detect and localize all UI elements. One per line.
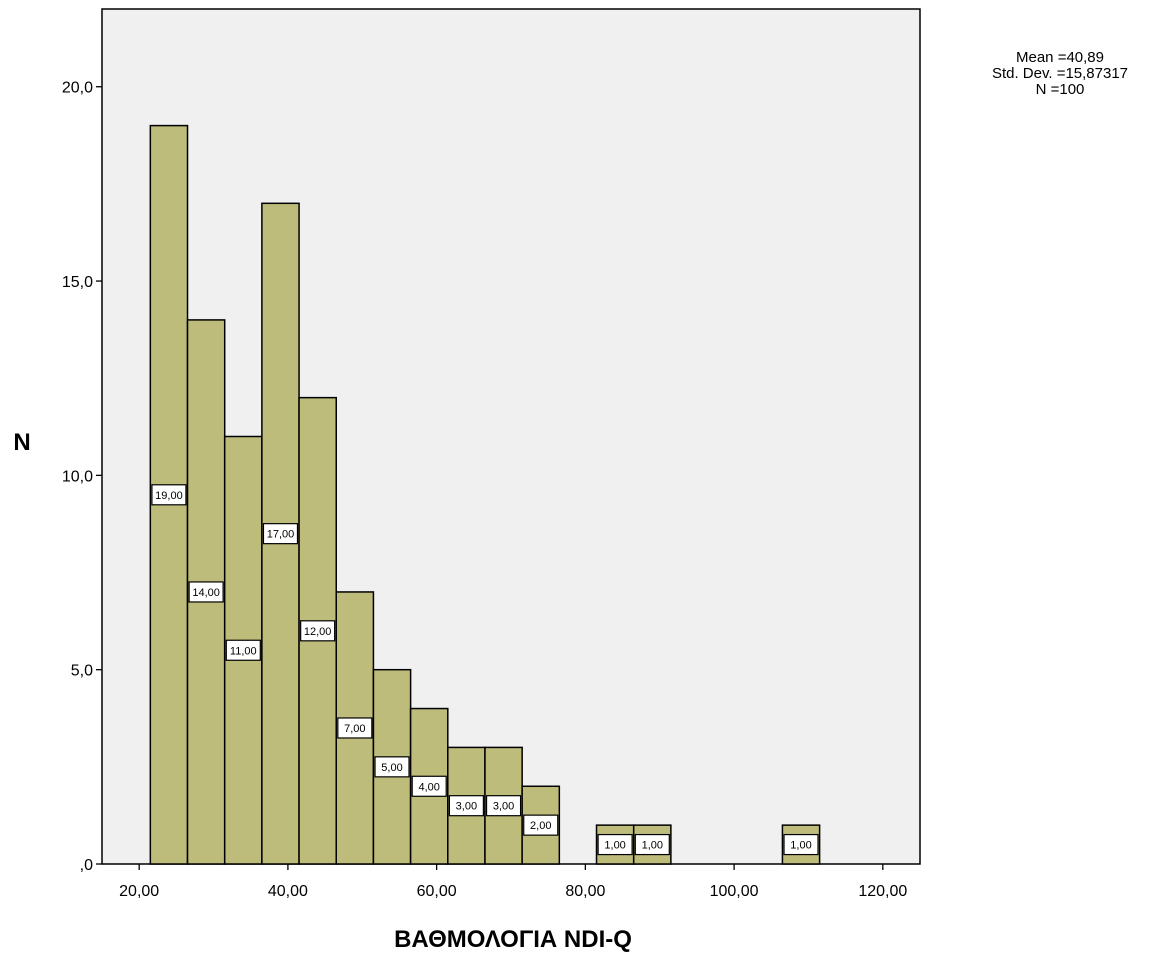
x-tick-label: 40,00 <box>268 883 308 900</box>
x-tick-label: 80,00 <box>565 883 605 900</box>
data-label-box <box>634 833 670 856</box>
y-tick-label: 10,0 <box>62 468 93 485</box>
stat-mean: Mean =40,89 <box>1016 49 1104 66</box>
data-label: 3,00 <box>456 801 477 813</box>
data-label: 17,00 <box>267 529 295 541</box>
x-tick-label: 20,00 <box>119 883 159 900</box>
data-label: 12,00 <box>304 626 332 638</box>
data-label: 2,00 <box>530 820 551 832</box>
data-label: 3,00 <box>493 801 514 813</box>
data-label: 4,00 <box>418 781 439 793</box>
y-axis-label: N <box>13 429 30 456</box>
data-label-box <box>597 833 633 856</box>
data-label-box <box>374 756 410 778</box>
data-labels-layer: 19,00 14,00 11,00 17,00 12,00 7,00 5,00 4,00 3,0… <box>151 484 819 856</box>
data-label: 19,00 <box>155 490 183 502</box>
stat-std-dev: Std. Dev. =15,87317 <box>991 65 1129 82</box>
data-label-box <box>262 523 299 545</box>
x-tick-label: 120,00 <box>858 883 907 900</box>
data-label-box <box>448 795 484 817</box>
y-tick-label: 20,0 <box>62 80 93 97</box>
data-label: 14,00 <box>192 587 220 599</box>
axes-layer: ,0 5,0 10,0 15,0 20,0 20,00 40,00 60,00 80,00 100… <box>62 80 908 900</box>
data-label-box <box>485 795 522 817</box>
data-label: 1,00 <box>642 840 663 852</box>
y-tick-label: ,0 <box>80 857 93 874</box>
x-axis-label: ΒΑΘΜΟΛΟΓΙΑ NDI-Q <box>394 926 632 953</box>
data-label-box <box>523 814 559 836</box>
stat-n: N =100 <box>1035 81 1085 98</box>
data-label: 5,00 <box>381 762 402 774</box>
y-tick-label: 5,0 <box>71 663 93 680</box>
y-tick-label: 15,0 <box>62 274 93 291</box>
data-label: 11,00 <box>230 645 257 657</box>
data-label-box <box>225 639 261 661</box>
data-label: 1,00 <box>604 840 625 852</box>
data-label-box <box>151 484 187 506</box>
data-label-box <box>411 775 447 797</box>
data-label-box <box>300 620 336 642</box>
data-label-box <box>188 581 224 603</box>
data-label: 7,00 <box>344 723 365 735</box>
x-tick-label: 100,00 <box>710 883 759 900</box>
x-tick-label: 60,00 <box>417 883 457 900</box>
data-label: 1,00 <box>790 840 811 852</box>
summary-stats: Mean =40,89 Std. Dev. =15,87317 N =100 <box>955 50 1165 98</box>
data-label-box <box>783 833 819 856</box>
data-label-box <box>337 717 373 739</box>
